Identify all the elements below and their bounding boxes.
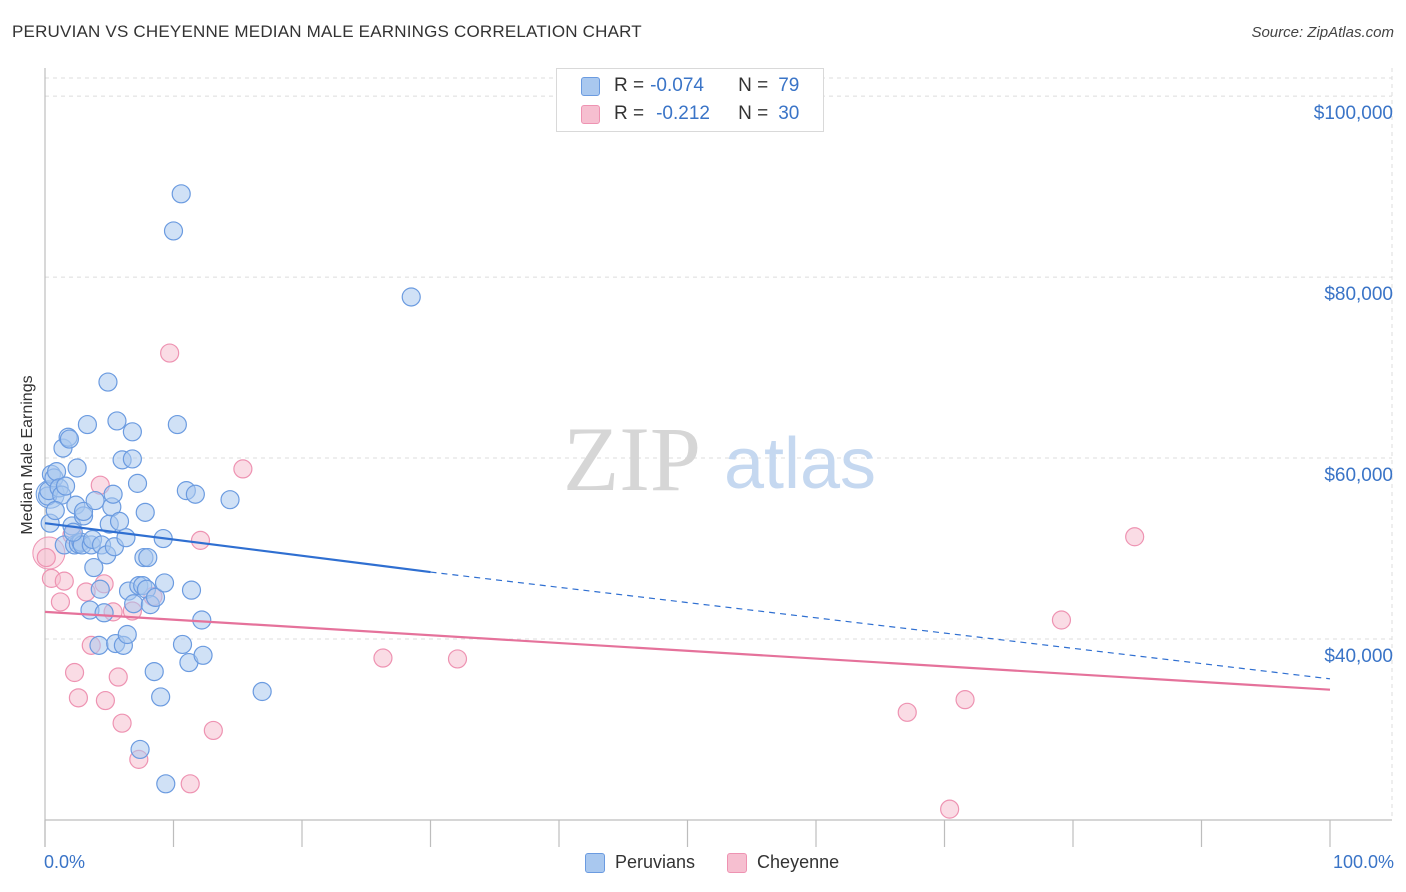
source-credit: Source: ZipAtlas.com [1251, 24, 1394, 41]
peruvian-point [156, 774, 176, 794]
legend-r-label: R = [614, 103, 645, 124]
legend-n-value: 79 [778, 75, 800, 96]
cheyenne-point [160, 343, 180, 363]
cheyenne-point [95, 690, 115, 711]
cheyenne-point [1125, 527, 1145, 547]
cheyenne-point [955, 690, 975, 710]
peruvian-point [154, 573, 175, 593]
legend-label-peruvians: Peruvians [615, 852, 696, 872]
peruvian-point [109, 511, 130, 531]
chart-title: PERUVIAN VS CHEYENNE MEDIAN MALE EARNING… [12, 22, 642, 41]
legend-n-value: 30 [778, 103, 800, 124]
legend-swatch-pink [727, 852, 748, 873]
legend-r-value: -0.212 [656, 103, 710, 124]
watermark-zip: ZIP [563, 408, 701, 510]
peruvian-point [144, 661, 164, 682]
cheyenne-point [180, 774, 200, 794]
legend-row-cheyenne: R = -0.212 N = 30 [581, 103, 799, 125]
axes [44, 68, 1392, 847]
peruvian-point [89, 635, 109, 655]
peruvian-points [35, 184, 421, 794]
legend-swatch-blue [585, 852, 605, 873]
cheyenne-point [50, 592, 71, 612]
cheyenne-point [54, 571, 74, 591]
peruvian-point [138, 547, 158, 568]
cheyenne-point [233, 459, 253, 479]
legend-r-label: R = [614, 75, 645, 96]
peruvian-point [45, 500, 65, 521]
y-tick-label: $60,000 [1324, 465, 1393, 486]
series-legend: Peruvians Cheyenne [585, 852, 871, 873]
peruvian-point [181, 580, 202, 600]
gridlines [45, 68, 1393, 820]
peruvian-trend-dashed [430, 571, 1331, 680]
cheyenne-point [447, 649, 468, 669]
cheyenne-point [190, 530, 211, 550]
trend-lines [44, 522, 1331, 691]
peruvian-point [124, 594, 144, 614]
legend-swatch-pink [581, 104, 600, 124]
peruvian-point [77, 414, 98, 435]
cheyenne-point [373, 648, 393, 668]
peruvian-point [122, 422, 142, 442]
cheyenne-point [112, 713, 132, 733]
peruvian-point [116, 528, 136, 548]
correlation-legend: R = -0.074 N = 79 R = -0.212 N = 30 [556, 68, 824, 132]
peruvian-point [127, 473, 148, 493]
y-tick-label: $40,000 [1324, 646, 1393, 667]
legend-row-peruvians: R = -0.074 N = 79 [581, 75, 799, 97]
x-axis-max-label: 100.0% [1332, 852, 1394, 872]
peruvian-point [122, 449, 142, 469]
peruvian-point [171, 184, 191, 204]
peruvian-point [94, 603, 114, 623]
peruvian-point [167, 414, 187, 435]
y-tick-label: $100,000 [1314, 103, 1393, 124]
peruvian-point [252, 681, 272, 702]
x-axis-min-label: 0.0% [44, 852, 86, 872]
y-tick-labels: $100,000 $80,000 $60,000 $40,000 [1314, 103, 1393, 667]
peruvian-point [55, 476, 76, 496]
cheyenne-trend [44, 610, 1331, 691]
peruvian-point [98, 372, 118, 392]
peruvian-point [220, 490, 240, 510]
peruvian-point [107, 411, 127, 431]
peruvian-trend-solid [44, 522, 431, 574]
cheyenne-point [940, 799, 960, 819]
peruvian-point [59, 429, 80, 449]
peruvian-point [90, 579, 110, 599]
peruvian-point [185, 484, 205, 504]
legend-item-cheyenne[interactable]: Cheyenne [727, 852, 839, 873]
peruvian-point [401, 287, 421, 307]
peruvian-point [145, 587, 166, 608]
cheyenne-point [68, 688, 89, 708]
cheyenne-point [897, 702, 917, 722]
cheyenne-point [64, 662, 85, 683]
legend-label-cheyenne: Cheyenne [757, 852, 840, 872]
peruvian-point [151, 687, 171, 707]
cheyenne-point [108, 667, 128, 687]
peruvian-point [163, 221, 184, 241]
legend-r-value: -0.074 [650, 75, 704, 96]
peruvian-point [135, 502, 155, 522]
cheyenne-point [203, 720, 223, 741]
peruvian-point [67, 458, 87, 478]
cheyenne-point [1051, 610, 1072, 630]
legend-n-label: N = [738, 103, 769, 124]
cheyenne-point [36, 547, 56, 568]
y-tick-label: $80,000 [1324, 284, 1393, 305]
peruvian-point [103, 484, 123, 504]
peruvian-point [117, 624, 137, 645]
peruvian-point [193, 645, 213, 665]
peruvian-point [172, 634, 193, 655]
watermark-atlas: atlas [724, 424, 876, 504]
peruvian-point [85, 490, 105, 511]
legend-n-label: N = [738, 75, 769, 96]
peruvian-point [84, 557, 104, 578]
legend-item-peruvians[interactable]: Peruvians [585, 852, 695, 873]
legend-swatch-blue [581, 76, 600, 96]
peruvian-point [130, 739, 150, 760]
